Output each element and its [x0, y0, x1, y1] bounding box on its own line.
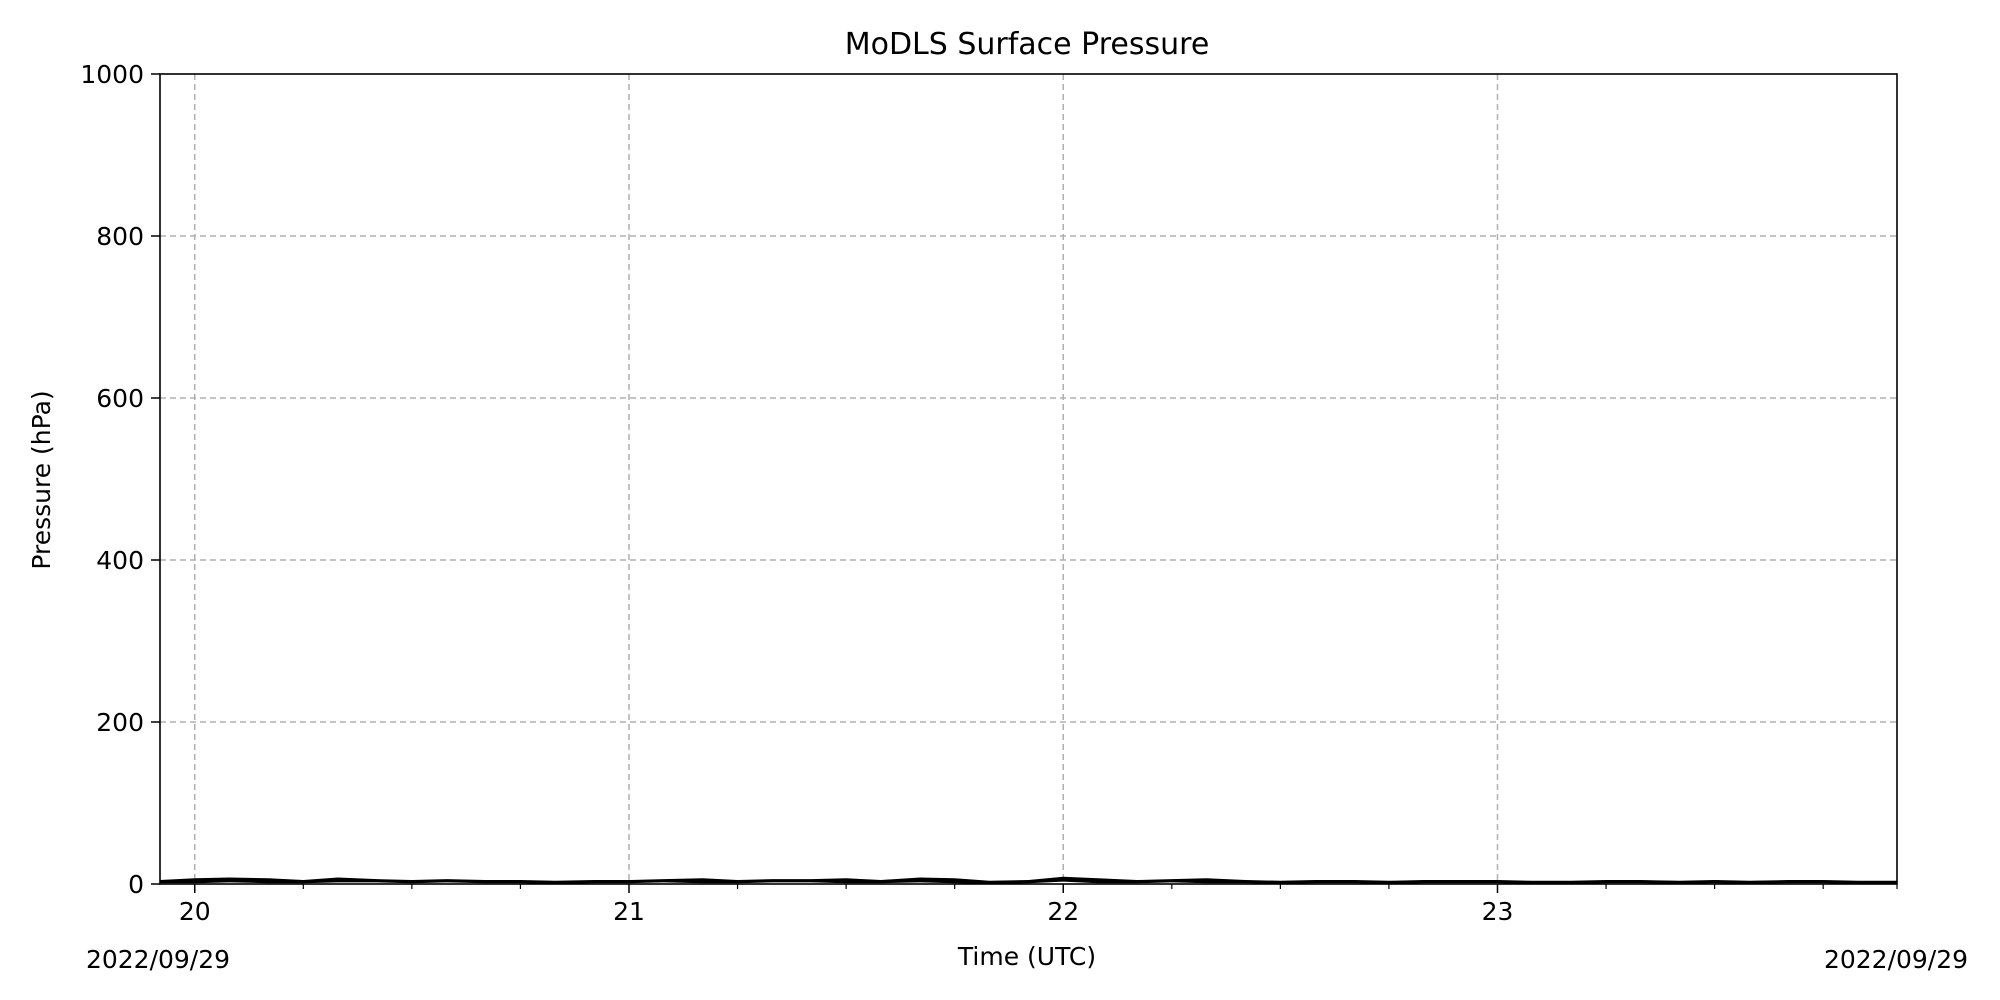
grid-lines [160, 74, 1897, 884]
series-layer [159, 876, 1897, 884]
x-tick-label: 22 [1047, 897, 1079, 926]
y-axis-label: Pressure (hPa) [27, 390, 56, 569]
tick-labels: 0 200 400 600 800 1000 20 21 22 23 [80, 60, 1513, 926]
y-tick-label: 200 [96, 708, 144, 737]
tick-marks [151, 73, 1898, 893]
x-axis-label: Time (UTC) [957, 942, 1096, 971]
x-tick-label: 20 [179, 897, 211, 926]
chart-title: MoDLS Surface Pressure [845, 27, 1210, 62]
y-tick-label: 400 [96, 546, 144, 575]
y-tick-label: 0 [128, 870, 144, 899]
series-line [159, 877, 1897, 884]
y-tick-label: 1000 [80, 60, 144, 89]
y-tick-label: 600 [96, 384, 144, 413]
x-tick-label: 23 [1482, 897, 1514, 926]
date-label-right: 2022/09/29 [1824, 945, 1968, 974]
x-tick-label: 21 [613, 897, 645, 926]
date-label-left: 2022/09/29 [86, 945, 230, 974]
plot-frame [159, 73, 1898, 885]
y-tick-label: 800 [96, 222, 144, 251]
